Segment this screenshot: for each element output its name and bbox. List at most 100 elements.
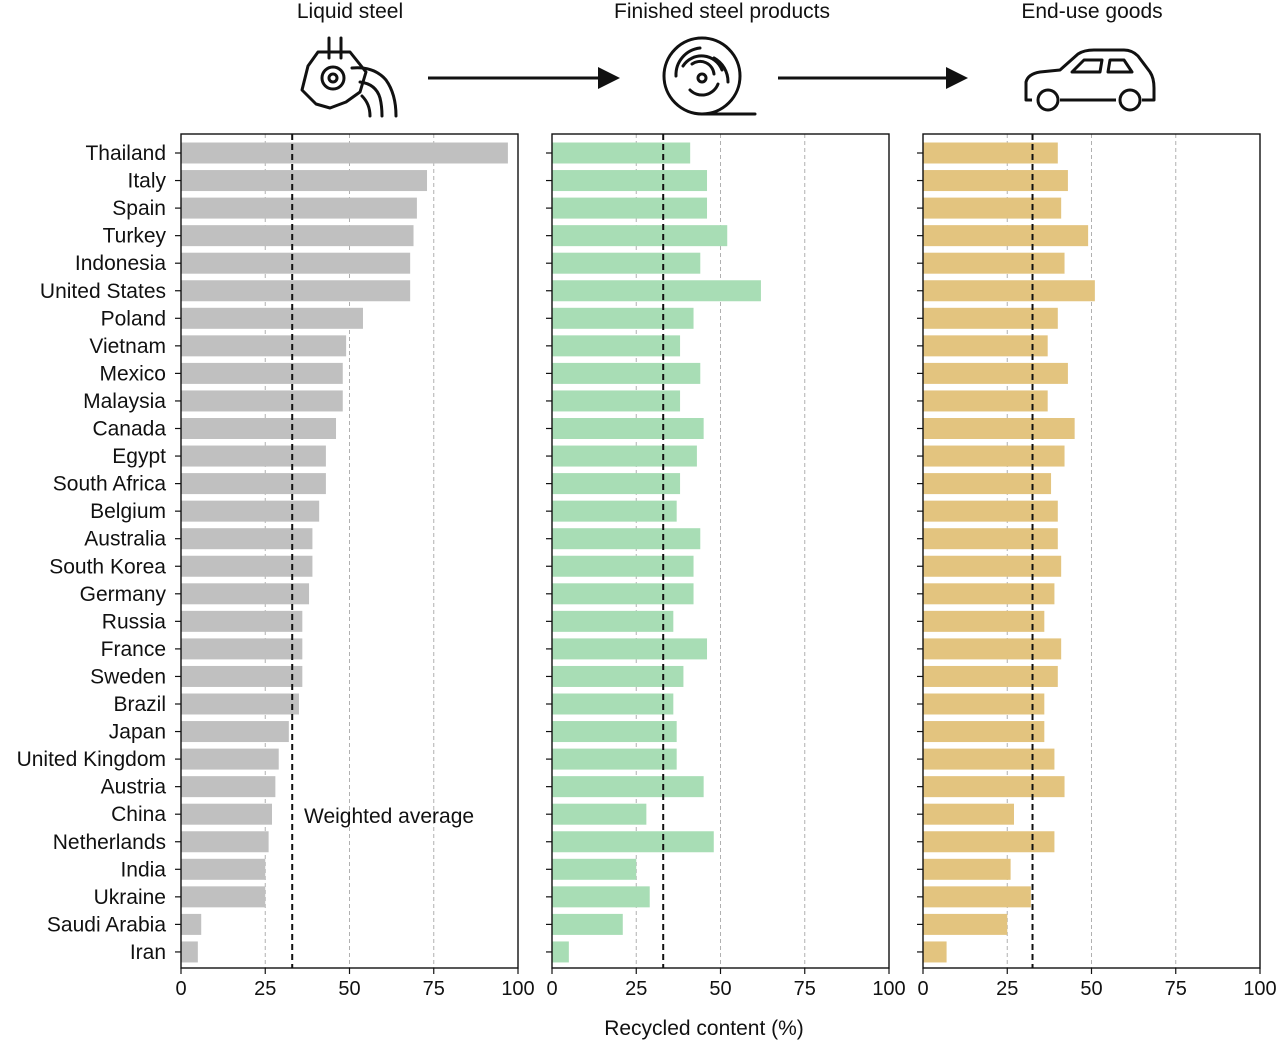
bar-india xyxy=(552,858,637,880)
bar-saudi-arabia xyxy=(552,913,623,935)
x-tick-label: 25 xyxy=(625,978,647,1000)
bar-china xyxy=(552,803,647,825)
category-label-australia: Australia xyxy=(84,528,166,551)
weighted-average-label: Weighted average xyxy=(304,805,474,828)
bar-malaysia xyxy=(923,390,1048,412)
x-tick-label: 75 xyxy=(1165,978,1187,1000)
x-tick-label: 0 xyxy=(917,978,928,1000)
category-label-austria: Austria xyxy=(101,776,167,799)
bar-south-korea xyxy=(181,555,313,577)
bar-russia xyxy=(923,610,1045,632)
bar-united-states xyxy=(552,280,761,302)
x-tick-label: 100 xyxy=(1243,978,1276,1000)
bar-thailand xyxy=(181,142,508,164)
category-label-vietnam: Vietnam xyxy=(89,335,166,358)
stage-title-finished-steel: Finished steel products xyxy=(614,0,830,23)
bar-ukraine xyxy=(181,886,266,908)
bar-austria xyxy=(181,776,276,798)
x-tick-label: 50 xyxy=(338,978,360,1000)
bar-egypt xyxy=(923,445,1065,467)
bar-mexico xyxy=(552,362,701,384)
bar-spain xyxy=(923,197,1062,219)
bar-canada xyxy=(923,418,1075,439)
category-label-mexico: Mexico xyxy=(99,362,166,385)
bar-indonesia xyxy=(181,252,411,274)
bar-austria xyxy=(923,776,1065,798)
bar-thailand xyxy=(923,142,1058,164)
category-label-united-kingdom: United Kingdom xyxy=(17,748,166,771)
category-label-egypt: Egypt xyxy=(112,445,166,468)
category-label-sweden: Sweden xyxy=(90,665,166,688)
bar-south-korea xyxy=(552,555,694,577)
bar-russia xyxy=(552,610,674,632)
bar-germany xyxy=(552,583,694,605)
bar-egypt xyxy=(552,445,697,467)
bar-iran xyxy=(923,941,947,963)
bar-brazil xyxy=(552,693,674,715)
category-label-japan: Japan xyxy=(109,721,166,744)
bar-indonesia xyxy=(923,252,1065,274)
bar-belgium xyxy=(552,500,677,522)
bar-italy xyxy=(923,170,1068,192)
bar-brazil xyxy=(923,693,1045,715)
bar-sweden xyxy=(552,665,684,687)
bar-japan xyxy=(181,721,289,743)
bar-south-africa xyxy=(181,473,326,495)
stage-title-end-use: End-use goods xyxy=(1021,0,1162,23)
bar-united-states xyxy=(181,280,411,302)
bar-japan xyxy=(552,721,677,743)
category-label-indonesia: Indonesia xyxy=(75,252,166,275)
bar-thailand xyxy=(552,142,691,164)
bar-turkey xyxy=(552,225,728,247)
bar-mexico xyxy=(181,362,343,384)
category-label-belgium: Belgium xyxy=(90,500,166,523)
bar-malaysia xyxy=(181,390,343,412)
panel-liquid-steel: 0 25 50 75 100 xyxy=(175,133,535,1000)
bar-russia xyxy=(181,610,303,632)
category-label-thailand: Thailand xyxy=(85,142,166,165)
category-label-malaysia: Malaysia xyxy=(83,390,166,413)
x-tick-label: 25 xyxy=(254,978,276,1000)
bar-saudi-arabia xyxy=(181,913,202,935)
car-icon xyxy=(1024,48,1156,112)
x-tick-label: 75 xyxy=(423,978,445,1000)
bar-egypt xyxy=(181,445,326,467)
bar-austria xyxy=(552,776,704,798)
category-label-iran: Iran xyxy=(130,941,166,964)
panel-finished-steel-products: 0 25 50 75 100 xyxy=(546,133,906,1000)
bar-ukraine xyxy=(923,886,1031,908)
x-tick-label: 0 xyxy=(546,978,557,1000)
bar-mexico xyxy=(923,362,1068,384)
bar-united-kingdom xyxy=(181,748,279,770)
bar-sweden xyxy=(923,665,1058,687)
bar-germany xyxy=(923,583,1055,605)
bar-vietnam xyxy=(181,335,347,357)
category-label-turkey: Turkey xyxy=(103,225,167,248)
bar-south-africa xyxy=(552,473,681,495)
panel-end-use-goods: 0 25 50 75 100 xyxy=(917,133,1277,1000)
category-label-india: India xyxy=(120,858,166,881)
bar-australia xyxy=(923,528,1058,550)
ladle-icon xyxy=(300,36,398,118)
category-label-poland: Poland xyxy=(101,307,166,330)
bar-australia xyxy=(552,528,701,550)
x-tick-label: 100 xyxy=(872,978,905,1000)
category-label-italy: Italy xyxy=(127,170,166,193)
bar-spain xyxy=(181,197,417,219)
bar-india xyxy=(181,858,266,880)
category-label-saudi-arabia: Saudi Arabia xyxy=(47,913,166,936)
bar-united-kingdom xyxy=(923,748,1055,770)
category-label-russia: Russia xyxy=(102,610,167,633)
bar-belgium xyxy=(923,500,1058,522)
bar-belgium xyxy=(181,500,320,522)
bar-netherlands xyxy=(552,831,714,853)
bar-turkey xyxy=(181,225,414,247)
bar-united-states xyxy=(923,280,1095,302)
bar-south-africa xyxy=(923,473,1052,495)
bar-south-korea xyxy=(923,555,1062,577)
stage-title-liquid-steel: Liquid steel xyxy=(297,0,403,23)
bar-brazil xyxy=(181,693,299,715)
bar-canada xyxy=(181,418,337,439)
bar-italy xyxy=(181,170,428,192)
